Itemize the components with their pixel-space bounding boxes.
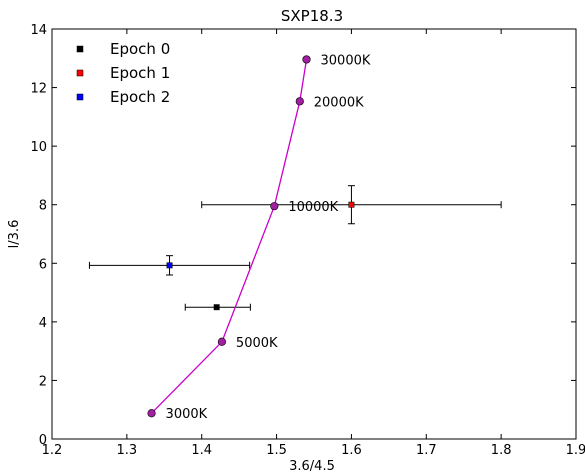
x-tick-label: 1.6 [341, 443, 362, 458]
model-track-point [302, 55, 311, 64]
y-tick-label: 2 [39, 374, 47, 389]
legend-marker [76, 93, 84, 101]
temperature-label: 5000K [236, 336, 278, 351]
model-track: 3000K 5000K 10000K 20000K 30000K [147, 53, 371, 422]
y-axis-label: l/3.6 [7, 220, 22, 249]
model-track-point [270, 202, 279, 211]
legend-marker [76, 69, 84, 77]
x-tick-label: 1.5 [266, 443, 287, 458]
axis-ticks: 1.2 1.3 1.4 1.5 1.6 1.7 1.8 1.9 0 2 4 6 8 10 12 14 [30, 23, 585, 458]
y-tick-label: 4 [39, 316, 47, 331]
model-track-point [147, 409, 156, 418]
x-tick-label: 1.7 [416, 443, 437, 458]
y-tick-label: 6 [39, 257, 47, 272]
plot-area [51, 28, 577, 440]
legend-label: Epoch 0 [110, 40, 170, 58]
x-tick-label: 1.4 [191, 443, 212, 458]
y-tick-label: 12 [30, 82, 47, 97]
x-tick-label: 1.9 [566, 443, 585, 458]
temperature-label: 20000K [314, 95, 364, 110]
model-track-point [295, 97, 304, 106]
epoch-points [166, 201, 355, 311]
x-axis-label: 3.6/4.5 [289, 459, 335, 474]
model-track-point [217, 337, 227, 346]
legend-label: Epoch 1 [110, 64, 170, 82]
y-tick-label: 14 [30, 23, 47, 38]
legend-marker [76, 45, 84, 53]
x-tick-label: 1.8 [491, 443, 512, 458]
x-tick-label: 1.3 [117, 443, 138, 458]
temperature-label: 10000K [288, 200, 338, 215]
epoch-point [166, 262, 173, 269]
legend: Epoch 0 Epoch 1 Epoch 2 [76, 40, 170, 106]
y-tick-label: 10 [30, 140, 47, 155]
temperature-label: 3000K [166, 407, 208, 422]
epoch-point [348, 201, 355, 208]
epoch-point [213, 304, 220, 311]
x-tick-label: 1.2 [42, 443, 63, 458]
chart-title: SXP18.3 [281, 7, 343, 25]
y-tick-label: 8 [39, 199, 47, 214]
legend-label: Epoch 2 [110, 88, 170, 106]
temperature-label: 30000K [321, 53, 371, 68]
y-tick-label: 0 [39, 433, 47, 448]
